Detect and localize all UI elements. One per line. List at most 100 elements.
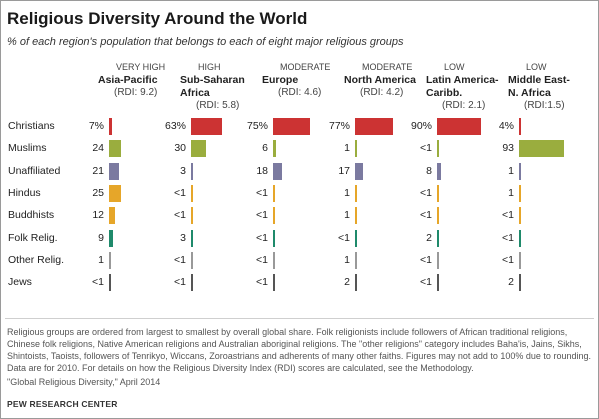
bar-buddhists <box>355 207 357 225</box>
bar-unaffiliated <box>437 162 441 180</box>
region-name-line: Africa <box>180 87 210 99</box>
bar-unaffiliated <box>109 162 120 180</box>
region-name: Europe <box>262 74 298 87</box>
value-label: <1 <box>174 209 186 222</box>
bar-other-relig <box>191 251 193 269</box>
value-label: <1 <box>174 276 186 289</box>
region-name-line: Latin America- <box>426 74 499 86</box>
bar-hindus <box>109 184 122 202</box>
value-label: 3 <box>180 231 186 244</box>
row-label: Other Relig. <box>8 253 65 266</box>
value-label: <1 <box>256 253 268 266</box>
bar-folk-relig <box>191 229 193 247</box>
bar-hindus <box>273 184 275 202</box>
footer-divider <box>5 318 594 319</box>
row-label: Jews <box>8 276 32 289</box>
bar-folk-relig <box>355 229 357 247</box>
bar-christians <box>519 118 521 135</box>
value-label: 30 <box>174 142 186 155</box>
region-level: VERY HIGH <box>116 62 166 72</box>
bar-buddhists <box>519 207 521 225</box>
chart-credit: PEW RESEARCH CENTER <box>7 399 118 409</box>
region-name-line: North America <box>344 74 416 86</box>
bar-unaffiliated <box>519 162 521 180</box>
bar-other-relig <box>355 251 357 269</box>
bar-buddhists <box>109 207 115 225</box>
value-label: 1 <box>344 142 350 155</box>
bar-other-relig <box>519 251 521 269</box>
bar-jews <box>519 274 521 292</box>
value-label: <1 <box>256 276 268 289</box>
value-label: 2 <box>508 276 514 289</box>
value-label: <1 <box>174 186 186 199</box>
value-label: 3 <box>180 164 186 177</box>
region-name: Latin America- Caribb. <box>426 74 499 100</box>
chart-title: Religious Diversity Around the World <box>7 9 308 28</box>
bar-folk-relig <box>273 229 275 247</box>
value-label: <1 <box>420 142 432 155</box>
region-name: Middle East- N. Africa <box>508 74 570 100</box>
value-label: 2 <box>426 231 432 244</box>
value-label: 9 <box>98 231 104 244</box>
value-label: 75% <box>246 120 268 132</box>
region-level: HIGH <box>198 62 221 72</box>
region-rdi: (RDI: 5.8) <box>196 100 240 111</box>
value-label: <1 <box>420 253 432 266</box>
value-label: 93 <box>502 142 514 155</box>
region-name: Asia-Pacific <box>98 74 158 87</box>
bar-muslims <box>519 140 565 158</box>
value-label: 77% <box>328 120 350 132</box>
bar-other-relig <box>273 251 275 269</box>
value-label: 8 <box>426 164 432 177</box>
value-label: 4% <box>498 120 514 132</box>
bar-jews <box>355 274 357 292</box>
bar-jews <box>191 274 193 292</box>
bar-buddhists <box>437 207 439 225</box>
region-rdi: (RDI: 4.2) <box>360 87 404 98</box>
value-label: <1 <box>420 209 432 222</box>
region-name: Sub-Saharan Africa <box>180 74 245 100</box>
bar-christians <box>273 118 310 135</box>
value-label: 1 <box>344 209 350 222</box>
value-label: <1 <box>502 209 514 222</box>
value-label: 1 <box>344 186 350 199</box>
bar-christians <box>437 118 481 135</box>
value-label: 63% <box>164 120 186 132</box>
bar-folk-relig <box>109 229 114 247</box>
region-name-line: N. Africa <box>508 87 551 99</box>
value-label: 12 <box>92 209 104 222</box>
value-label: <1 <box>502 253 514 266</box>
value-label: 21 <box>92 164 104 177</box>
value-label: 7% <box>88 120 104 132</box>
bar-jews <box>273 274 275 292</box>
bar-folk-relig <box>437 229 439 247</box>
value-label: 17 <box>338 164 350 177</box>
value-label: 1 <box>98 253 104 266</box>
bar-jews <box>109 274 111 292</box>
chart-subtitle: % of each region's population that belon… <box>7 36 404 48</box>
region-level: MODERATE <box>362 62 413 72</box>
bar-muslims <box>109 140 121 158</box>
bar-buddhists <box>191 207 193 225</box>
bar-jews <box>437 274 439 292</box>
region-name-line: Sub-Saharan <box>180 74 245 86</box>
bar-christians <box>109 118 113 135</box>
bar-hindus <box>519 184 521 202</box>
region-rdi: (RDI: 9.2) <box>114 87 158 98</box>
value-label: <1 <box>256 186 268 199</box>
bar-muslims <box>437 140 439 158</box>
chart-source: "Global Religious Diversity," April 2014 <box>7 377 161 387</box>
region-rdi: (RDI: 4.6) <box>278 87 322 98</box>
bar-hindus <box>191 184 193 202</box>
value-label: 2 <box>344 276 350 289</box>
bar-folk-relig <box>519 229 521 247</box>
bar-unaffiliated <box>191 162 193 180</box>
row-label: Buddhists <box>8 209 55 222</box>
row-label: Folk Relig. <box>8 231 58 244</box>
value-label: 1 <box>508 164 514 177</box>
region-rdi: (RDI:1.5) <box>524 100 565 111</box>
bar-other-relig <box>437 251 439 269</box>
bar-unaffiliated <box>355 162 364 180</box>
bar-other-relig <box>109 251 111 269</box>
region-name-line: Caribb. <box>426 87 463 99</box>
